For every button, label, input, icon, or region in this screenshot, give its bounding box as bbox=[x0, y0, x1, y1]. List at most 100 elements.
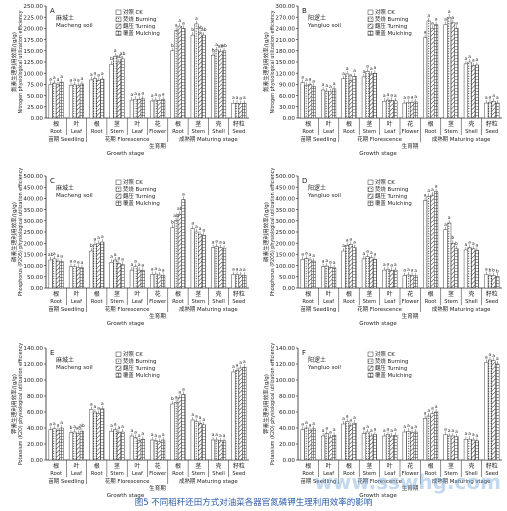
category-label-en: Root bbox=[50, 299, 62, 305]
significance-letter: a bbox=[468, 55, 471, 60]
bar bbox=[345, 73, 350, 119]
significance-letter: a bbox=[219, 241, 222, 246]
significance-letter: a bbox=[492, 94, 495, 99]
significance-letter: a bbox=[154, 267, 157, 272]
bar bbox=[52, 82, 57, 119]
bar bbox=[430, 413, 435, 461]
category-label-cn: 根 bbox=[346, 290, 352, 298]
y-tick-label: 80.00 bbox=[279, 394, 295, 400]
significance-letter: b bbox=[90, 243, 93, 249]
significance-letter: a bbox=[329, 260, 332, 265]
bar bbox=[92, 411, 97, 461]
bar bbox=[218, 247, 223, 289]
y-tick-label: 100.00 bbox=[275, 378, 295, 384]
bar bbox=[137, 269, 142, 289]
bar bbox=[89, 79, 94, 119]
bar bbox=[402, 431, 407, 461]
category-label-cn: 壳 bbox=[216, 120, 222, 128]
category-label-en: Root bbox=[343, 129, 355, 135]
significance-letter: a bbox=[110, 424, 113, 429]
significance-letter: ab bbox=[197, 25, 203, 31]
legend-swatch bbox=[367, 358, 374, 364]
bar bbox=[385, 269, 391, 289]
significance-letter: a bbox=[342, 244, 345, 249]
significance-letter: a bbox=[195, 225, 198, 230]
significance-letter: a bbox=[342, 417, 345, 422]
significance-letter: a bbox=[73, 260, 76, 265]
y-axis-label-en: Phosphorus (P2O5) physiological utilizat… bbox=[18, 168, 24, 297]
significance-letter: a bbox=[468, 432, 471, 437]
legend-swatch bbox=[367, 200, 374, 206]
bar bbox=[345, 245, 350, 289]
category-label-cn: 根 bbox=[175, 120, 181, 128]
category-label-cn: 花 bbox=[407, 462, 413, 470]
category-label-cn: 根 bbox=[346, 120, 352, 128]
bar bbox=[150, 100, 155, 119]
y-tick-label: 225.00 bbox=[23, 15, 43, 21]
significance-letter: a bbox=[232, 268, 235, 273]
y-axis-label-cn: 钾素生理利用效率/(g/g) bbox=[262, 374, 270, 434]
bar bbox=[423, 418, 428, 461]
significance-letter: a bbox=[403, 269, 406, 274]
significance-letter: a bbox=[305, 78, 308, 83]
bar bbox=[369, 73, 374, 119]
bar bbox=[423, 200, 428, 289]
significance-letter: a bbox=[141, 92, 144, 97]
category-label-cn: 籽粒 bbox=[486, 120, 498, 128]
bar bbox=[161, 439, 166, 461]
significance-letter: a bbox=[464, 57, 467, 62]
category-label-en: Seed bbox=[485, 471, 498, 477]
significance-letter: a bbox=[158, 268, 161, 273]
bar bbox=[430, 194, 435, 289]
category-label-en: Root bbox=[425, 129, 437, 135]
bar bbox=[68, 432, 74, 461]
significance-letter: a bbox=[383, 429, 386, 434]
category-label-en: Root bbox=[343, 471, 355, 477]
bar bbox=[402, 275, 407, 289]
bar bbox=[450, 435, 455, 461]
bar bbox=[242, 366, 247, 461]
y-tick-label: 90.00 bbox=[279, 83, 295, 89]
significance-letter: a bbox=[444, 223, 447, 228]
group-label-maturing: 成熟期 Maturing stage bbox=[432, 305, 491, 313]
significance-letter: a bbox=[73, 78, 76, 83]
panel-letter: B bbox=[302, 7, 307, 15]
significance-letter: a bbox=[390, 264, 393, 269]
bar bbox=[79, 430, 84, 461]
y-tick-label: 400.00 bbox=[275, 197, 295, 203]
y-tick-label: 300.00 bbox=[23, 219, 43, 225]
category-label-en: Seed bbox=[232, 299, 245, 305]
significance-letter: a bbox=[362, 427, 365, 432]
bar bbox=[426, 20, 431, 119]
category-label-cn: 根 bbox=[305, 462, 311, 470]
legend-swatch bbox=[367, 179, 374, 185]
significance-letter: a bbox=[464, 243, 467, 248]
chart-panel-b: 0.00 30.00 60.00 90.00 120.00 150.00 180.00 210… bbox=[262, 4, 502, 157]
significance-letter: a bbox=[219, 434, 222, 439]
bar bbox=[463, 249, 468, 289]
significance-letter: a bbox=[243, 268, 246, 273]
category-label-en: Stem bbox=[110, 129, 124, 135]
legend-swatch bbox=[367, 351, 374, 357]
category-label-en: Stem bbox=[191, 299, 205, 305]
significance-letter: a bbox=[81, 77, 84, 82]
legend-swatch bbox=[115, 365, 122, 371]
category-label-en: Stem bbox=[444, 471, 458, 477]
y-tick-label: 250.00 bbox=[275, 230, 295, 236]
bar bbox=[450, 22, 455, 119]
bar bbox=[304, 258, 309, 289]
y-tick-label: 150.00 bbox=[23, 253, 43, 259]
bar bbox=[170, 50, 175, 119]
category-label-en: Stem bbox=[444, 129, 458, 135]
category-label-en: Root bbox=[343, 299, 355, 305]
category-label-cn: 籽粒 bbox=[233, 120, 245, 128]
bar bbox=[434, 191, 439, 289]
y-tick-label: 100.00 bbox=[23, 378, 43, 384]
legend-entry: 焚烧 Burning bbox=[123, 15, 156, 23]
significance-letter: a bbox=[435, 185, 438, 190]
y-tick-label: 400.00 bbox=[23, 197, 43, 203]
bar bbox=[76, 267, 81, 289]
panel-letter: A bbox=[50, 7, 55, 15]
bar bbox=[495, 102, 500, 119]
significance-letter: a bbox=[305, 421, 308, 426]
